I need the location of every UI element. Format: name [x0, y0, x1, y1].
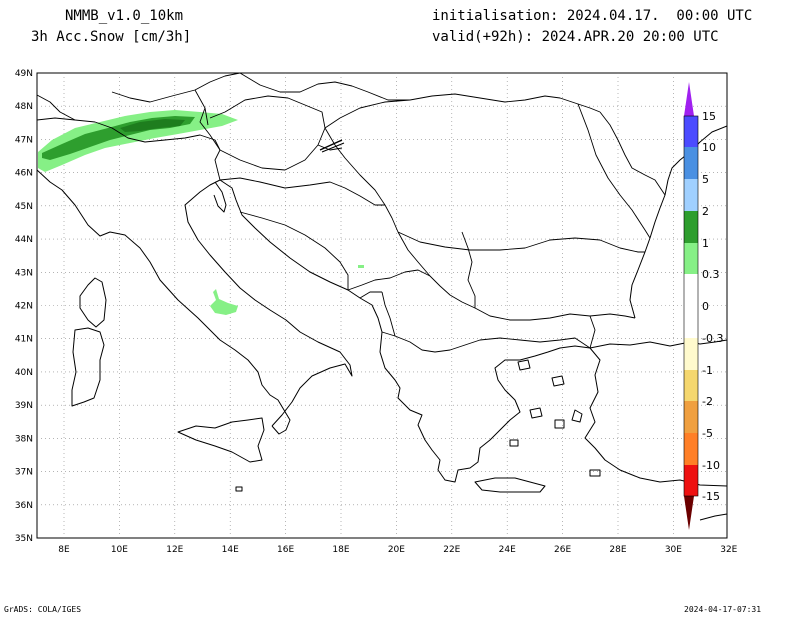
lat-label-43N: 43N — [15, 268, 33, 278]
lat-label-36N: 36N — [15, 501, 33, 511]
country-borders — [36, 72, 666, 353]
lon-label-16E: 16E — [277, 545, 294, 555]
colorbar-label: -10 — [702, 459, 720, 472]
lon-label-18E: 18E — [332, 545, 349, 555]
colorbar-label: -1 — [702, 364, 713, 377]
variable-title: 3h Acc.Snow [cm/3h] — [31, 29, 192, 45]
lat-label-38N: 38N — [15, 434, 33, 444]
lon-label-32E: 32E — [720, 545, 737, 555]
model-title: NMMB_v1.0_10km — [65, 8, 184, 24]
colorbar-swatch-neg1 — [684, 370, 698, 401]
footer-credit: GrADS: COLA/IGES — [4, 605, 82, 614]
colorbar-label: 2 — [702, 205, 709, 218]
colorbar-swatch-0.3 — [684, 243, 698, 274]
lat-label-47N: 47N — [15, 135, 33, 145]
colorbar-swatch-neg2 — [684, 401, 698, 433]
lon-label-12E: 12E — [166, 545, 183, 555]
lat-label-46N: 46N — [15, 169, 33, 179]
colorbar-swatch-1 — [684, 211, 698, 243]
lat-label-40N: 40N — [15, 368, 33, 378]
valid-time: valid(+92h): 2024.APR.20 20:00 UTC — [432, 29, 719, 45]
lat-label-48N: 48N — [15, 102, 33, 112]
colorbar-label: 1 — [702, 237, 709, 250]
lon-label-30E: 30E — [665, 545, 682, 555]
lat-label-42N: 42N — [15, 302, 33, 312]
colorbar-label: -2 — [702, 395, 713, 408]
colorbar-label: 10 — [702, 141, 716, 154]
colorbar-swatch-neg10 — [684, 465, 698, 496]
colorbar-bottom-arrow — [684, 496, 694, 530]
grid-lines — [37, 73, 727, 538]
lon-label-28E: 28E — [609, 545, 626, 555]
lon-label-26E: 26E — [554, 545, 571, 555]
colorbar-label: 0.3 — [702, 268, 720, 281]
colorbar-label: -5 — [702, 427, 713, 440]
latitude-axis: 49N 48N 47N 46N 45N 44N 43N 42N 41N 40N 39N 38N 37N 3… — [15, 69, 33, 544]
colorbar-swatch-zero — [684, 274, 698, 338]
lat-label-49N: 49N — [15, 69, 33, 79]
lon-label-14E: 14E — [222, 545, 239, 555]
lat-label-39N: 39N — [15, 401, 33, 411]
init-time: initialisation: 2024.04.17. 00:00 UTC — [432, 8, 753, 24]
lon-label-8E: 8E — [58, 545, 70, 555]
lat-label-45N: 45N — [15, 202, 33, 212]
snow-field-alps — [38, 110, 238, 172]
snow-field-apennines — [210, 265, 364, 315]
lon-label-24E: 24E — [499, 545, 516, 555]
colorbar-label: -15 — [702, 490, 720, 503]
colorbar-label: 5 — [702, 173, 709, 186]
colorbar-label: 15 — [702, 110, 716, 123]
colorbar-swatch-neg5 — [684, 433, 698, 465]
footer-timestamp: 2024-04-17-07:31 — [684, 605, 762, 614]
lat-label-35N: 35N — [15, 534, 33, 544]
lon-label-10E: 10E — [111, 545, 128, 555]
colorbar-swatch-2 — [684, 179, 698, 211]
longitude-axis: 8E 10E 12E 14E 16E 18E 20E 22E 24E 26E 28E 30E 32E — [58, 545, 737, 555]
colorbar: 15 10 5 2 1 0.3 0 -0.3 -1 -2 -5 -10 -15 — [683, 82, 723, 530]
lat-label-41N: 41N — [15, 335, 33, 345]
colorbar-label: -0.3 — [702, 332, 723, 345]
lat-label-37N: 37N — [15, 468, 33, 478]
colorbar-swatch-5 — [684, 147, 698, 179]
lon-label-20E: 20E — [388, 545, 405, 555]
colorbar-swatch-neg0.3 — [684, 338, 698, 370]
lat-label-44N: 44N — [15, 235, 33, 245]
lon-label-22E: 22E — [443, 545, 460, 555]
colorbar-top-arrow — [684, 82, 694, 116]
colorbar-swatch-10 — [684, 116, 698, 147]
colorbar-label: 0 — [702, 300, 709, 313]
coastlines — [36, 125, 728, 521]
